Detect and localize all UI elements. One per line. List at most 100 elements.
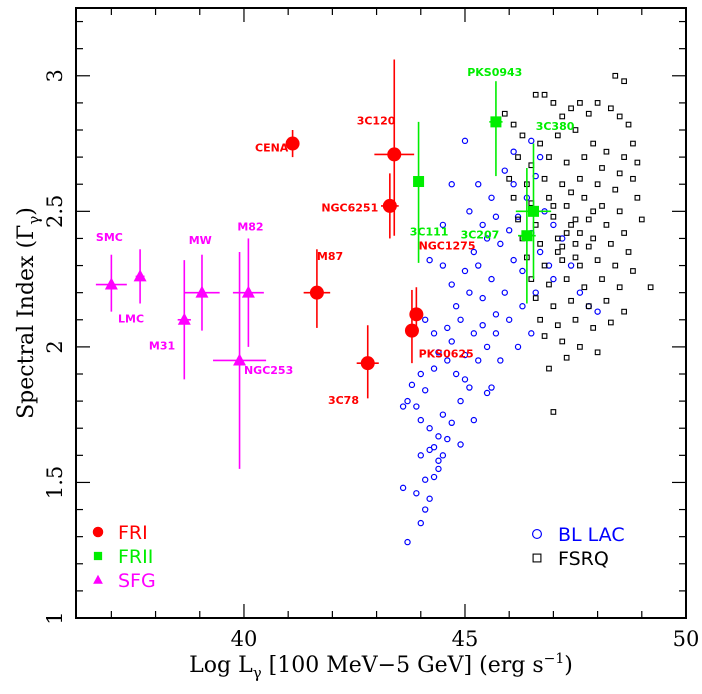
- data-point: [550, 213, 557, 220]
- point-annotation: 3C380: [536, 120, 575, 133]
- data-point: [594, 181, 601, 188]
- legend-label: BL LAC: [558, 524, 625, 546]
- data-point: [490, 116, 502, 128]
- data-point: [536, 153, 544, 161]
- point-annotation: 3C207: [461, 228, 500, 241]
- data-point: [506, 175, 513, 182]
- data-point: [435, 433, 442, 440]
- data-point: [608, 319, 614, 326]
- data-point: [382, 198, 397, 213]
- data-point: [439, 411, 447, 418]
- data-point: [417, 452, 424, 459]
- data-point: [572, 127, 579, 133]
- data-point: [360, 356, 375, 371]
- data-point: [430, 365, 438, 372]
- data-point: [422, 506, 429, 513]
- data-point: [536, 248, 544, 256]
- data-point: [470, 330, 478, 337]
- data-point: [572, 316, 579, 323]
- data-point: [413, 403, 420, 410]
- data-point: [590, 325, 597, 331]
- data-point: [541, 333, 548, 339]
- data-point: [567, 262, 575, 269]
- data-point: [475, 262, 482, 269]
- data-point: [479, 322, 486, 329]
- data-point: [497, 357, 504, 364]
- data-point: [577, 344, 583, 350]
- data-point: [599, 165, 605, 171]
- data-point: [559, 257, 566, 263]
- data-point: [568, 105, 574, 112]
- data-point: [594, 257, 601, 263]
- data-point: [563, 354, 570, 361]
- data-point: [541, 91, 548, 98]
- data-point: [581, 194, 588, 201]
- data-point: [546, 365, 552, 372]
- data-point: [461, 137, 469, 145]
- point-annotation: M87: [317, 250, 343, 263]
- data-point: [195, 285, 209, 298]
- data-point: [585, 243, 592, 250]
- data-point: [532, 553, 542, 563]
- data-point: [475, 181, 482, 188]
- data-point: [532, 91, 539, 98]
- data-point: [550, 221, 557, 229]
- data-point: [572, 216, 579, 223]
- y-tick-label: 2: [43, 340, 67, 353]
- data-point: [616, 284, 623, 291]
- data-point: [630, 268, 636, 274]
- data-point: [466, 208, 473, 215]
- y-tick-label: 3: [43, 69, 67, 82]
- data-point: [404, 323, 419, 338]
- data-point: [93, 574, 103, 584]
- data-point: [417, 370, 424, 378]
- data-point: [563, 276, 570, 282]
- legend-label: FRI: [118, 522, 148, 544]
- data-point: [241, 285, 255, 298]
- x-tick-label: 50: [673, 627, 700, 651]
- data-point: [559, 338, 566, 345]
- point-annotation: NGC6251: [321, 201, 378, 214]
- data-point: [590, 140, 597, 147]
- data-point: [531, 528, 543, 540]
- data-point: [585, 303, 592, 310]
- data-point: [417, 416, 424, 424]
- data-point: [612, 72, 619, 79]
- data-point: [528, 205, 539, 217]
- data-point: [528, 137, 535, 145]
- data-point: [621, 308, 627, 315]
- data-point: [457, 316, 464, 323]
- y-axis-label: Spectral Index (Γγ): [14, 207, 43, 419]
- data-point: [546, 154, 552, 160]
- point-annotation: MW: [189, 234, 212, 247]
- data-point: [537, 241, 543, 247]
- data-point: [519, 132, 526, 139]
- data-point: [616, 170, 623, 177]
- data-point: [457, 397, 464, 405]
- data-point: [634, 194, 641, 201]
- data-point: [554, 322, 561, 329]
- data-point: [577, 262, 583, 269]
- data-point: [426, 256, 433, 264]
- data-point: [93, 551, 103, 561]
- data-point: [630, 140, 636, 147]
- data-point: [413, 176, 425, 188]
- data-point: [430, 330, 438, 337]
- data-point: [104, 277, 118, 290]
- data-point: [409, 307, 424, 322]
- point-annotation: PKS0625: [419, 348, 474, 361]
- data-point: [404, 397, 411, 405]
- data-point: [501, 289, 508, 296]
- data-point: [399, 484, 407, 492]
- data-point: [581, 154, 588, 160]
- data-point: [616, 208, 623, 215]
- data-point: [612, 186, 619, 193]
- data-point: [621, 154, 627, 160]
- data-point: [608, 241, 614, 247]
- plot-frame: [75, 7, 687, 619]
- data-point: [488, 384, 495, 391]
- legend-label: FSRQ: [558, 548, 609, 570]
- data-point: [528, 330, 535, 337]
- data-point: [492, 330, 500, 337]
